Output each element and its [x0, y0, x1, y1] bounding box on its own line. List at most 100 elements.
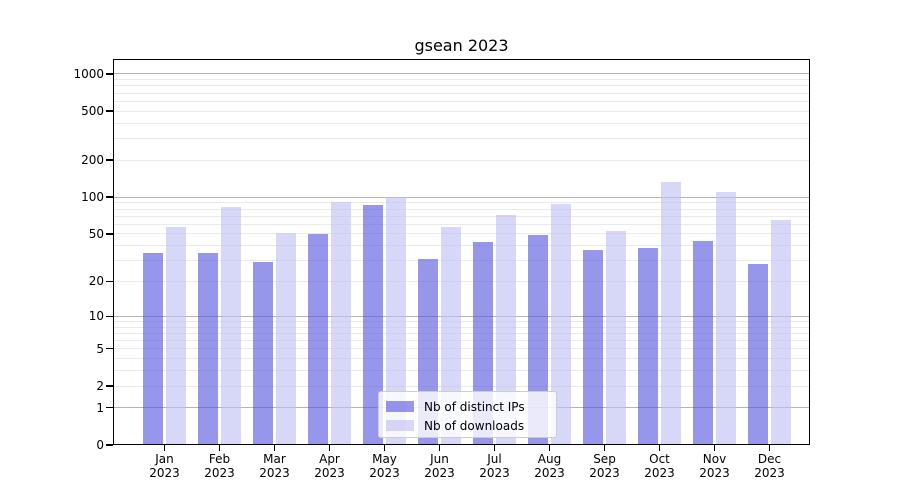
bar-sep-distinct-ips	[583, 249, 603, 445]
x-tick-label-jul: Jul 2023	[479, 452, 510, 480]
bar-jan-downloads	[166, 226, 186, 445]
bar-jun-downloads	[441, 226, 461, 445]
legend-swatch-distinct-ips	[386, 401, 414, 412]
gridline-800	[114, 85, 809, 87]
x-tick-label-jun: Jun 2023	[424, 452, 455, 480]
legend-row-distinct-ips: Nb of distinct IPs	[386, 397, 556, 416]
x-tick-label-apr: Apr 2023	[314, 452, 345, 480]
gridline-300	[114, 138, 809, 139]
y-tick-mark-200	[106, 159, 113, 161]
bar-mar-downloads	[276, 232, 296, 445]
y-tick-label-500: 500	[81, 104, 104, 119]
bar-sep-downloads	[606, 230, 626, 445]
gridline-900	[114, 79, 809, 81]
gridline-3	[114, 370, 809, 372]
x-tick-mark-aug	[548, 445, 551, 451]
x-tick-mark-jan	[163, 445, 166, 451]
gridline-80	[114, 208, 809, 210]
legend-swatch-downloads	[386, 420, 414, 431]
y-tick-mark-10	[106, 315, 113, 317]
y-tick-label-5: 5	[96, 341, 104, 356]
x-tick-label-nov: Nov 2023	[699, 452, 730, 480]
legend-label-downloads: Nb of downloads	[424, 418, 525, 433]
legend: Nb of distinct IPs Nb of downloads	[378, 391, 557, 438]
bar-feb-distinct-ips	[198, 252, 218, 445]
gridline-8	[114, 326, 809, 328]
gridline-200	[114, 159, 809, 161]
y-tick-label-100: 100	[81, 190, 104, 205]
gridline-4	[114, 358, 809, 360]
x-tick-label-feb: Feb 2023	[204, 452, 235, 480]
gridline-1000	[114, 73, 809, 75]
gridline-5	[114, 348, 809, 350]
bar-apr-distinct-ips	[308, 233, 328, 445]
chart-title: gsean 2023	[414, 36, 509, 55]
x-tick-label-oct: Oct 2023	[644, 452, 675, 480]
bar-aug-downloads	[551, 203, 571, 445]
gridline-100	[114, 196, 809, 198]
gridline-9	[114, 320, 809, 322]
x-tick-mark-mar	[273, 445, 276, 451]
y-tick-label-10: 10	[88, 309, 104, 324]
y-tick-mark-1000	[106, 73, 113, 75]
legend-label-distinct-ips: Nb of distinct IPs	[424, 399, 525, 414]
bar-mar-distinct-ips	[253, 262, 273, 445]
y-tick-label-0: 0	[96, 438, 104, 452]
gridline-2	[114, 385, 809, 387]
gridline-20	[114, 280, 809, 282]
x-tick-label-aug: Aug 2023	[534, 452, 565, 480]
gridline-90	[114, 202, 809, 204]
bar-apr-downloads	[331, 201, 351, 445]
x-tick-mark-dec	[768, 445, 771, 451]
x-tick-label-sep: Sep 2023	[589, 452, 620, 480]
y-tick-mark-5	[106, 348, 113, 350]
x-tick-mark-jul	[493, 445, 496, 451]
y-tick-mark-500	[106, 110, 113, 112]
x-tick-label-may: May 2023	[369, 452, 400, 480]
y-tick-mark-100	[106, 196, 113, 198]
x-tick-mark-oct	[658, 445, 661, 451]
y-tick-label-1: 1	[96, 400, 104, 415]
bar-nov-downloads	[716, 191, 736, 445]
y-tick-mark-0	[106, 444, 113, 446]
y-tick-mark-20	[106, 280, 113, 283]
x-tick-label-dec: Dec 2023	[754, 452, 785, 480]
y-tick-label-200: 200	[81, 153, 104, 168]
x-tick-mark-nov	[713, 445, 716, 451]
bar-jan-distinct-ips	[143, 252, 163, 445]
bar-oct-distinct-ips	[638, 248, 658, 445]
gridline-70	[114, 215, 809, 217]
bar-may-downloads	[386, 197, 406, 445]
x-tick-mark-sep	[603, 445, 606, 451]
gridline-60	[114, 223, 809, 225]
bar-dec-distinct-ips	[748, 264, 768, 445]
x-tick-label-jan: Jan 2023	[149, 452, 180, 480]
y-tick-label-2: 2	[96, 379, 104, 393]
bar-feb-downloads	[221, 207, 241, 445]
x-tick-mark-apr	[328, 445, 331, 451]
y-tick-label-1000: 1000	[73, 66, 104, 81]
y-tick-mark-1	[106, 407, 113, 409]
gridline-40	[114, 245, 809, 247]
y-tick-mark-50	[106, 233, 113, 235]
gridline-10	[114, 315, 809, 317]
gridline-500	[114, 110, 809, 112]
bar-nov-distinct-ips	[693, 240, 713, 445]
x-tick-label-mar: Mar 2023	[259, 452, 290, 480]
x-tick-mark-may	[383, 445, 386, 451]
bar-dec-downloads	[771, 220, 791, 445]
gridline-6	[114, 339, 809, 341]
gridline-700	[114, 92, 809, 94]
y-tick-label-50: 50	[88, 226, 104, 241]
gridline-400	[114, 122, 809, 124]
bar-may-distinct-ips	[363, 205, 383, 445]
x-tick-mark-feb	[218, 445, 221, 451]
gridline-30	[114, 260, 809, 262]
bar-jul-downloads	[496, 214, 516, 445]
gridline-600	[114, 100, 809, 102]
legend-row-downloads: Nb of downloads	[386, 416, 556, 435]
gridline-7	[114, 332, 809, 334]
y-tick-mark-2	[106, 385, 113, 387]
x-tick-mark-jun	[438, 445, 441, 451]
